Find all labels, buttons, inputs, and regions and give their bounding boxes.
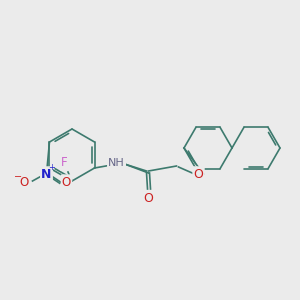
Text: O: O bbox=[20, 176, 29, 188]
Text: N: N bbox=[41, 167, 52, 181]
Text: F: F bbox=[61, 157, 67, 169]
Text: +: + bbox=[48, 164, 55, 172]
Text: −: − bbox=[14, 172, 22, 182]
Text: O: O bbox=[144, 191, 154, 205]
Text: NH: NH bbox=[108, 158, 125, 168]
Text: O: O bbox=[194, 167, 203, 181]
Text: O: O bbox=[62, 176, 71, 188]
